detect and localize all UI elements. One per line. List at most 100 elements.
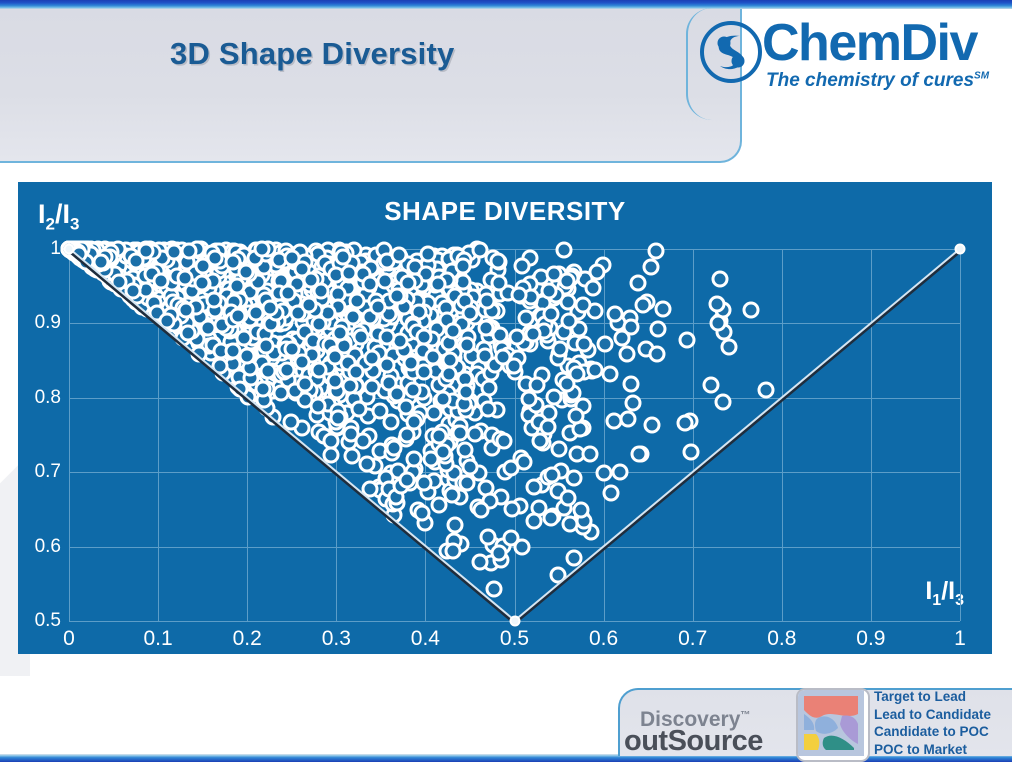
chart-x-axis-label: I1/I3	[925, 577, 964, 610]
brand-tagline-mark: SM	[974, 70, 990, 82]
scatter-point	[490, 274, 508, 292]
scatter-point	[574, 296, 592, 314]
scatter-point	[444, 322, 462, 340]
scatter-point	[415, 328, 433, 346]
x-gridline	[781, 249, 783, 621]
scatter-point	[624, 394, 642, 412]
scatter-point	[224, 342, 242, 360]
scatter-point	[193, 274, 211, 292]
scatter-point	[378, 328, 396, 346]
scatter-point	[388, 385, 406, 403]
x-axis-label-sub2: 3	[955, 592, 964, 609]
scatter-point	[479, 400, 497, 418]
scatter-point	[595, 464, 613, 482]
brand-tagline-text: The chemistry of cures	[766, 70, 975, 91]
scatter-point	[551, 340, 569, 358]
scatter-point	[350, 400, 368, 418]
logo-notch-divider	[686, 8, 748, 120]
vertex-marker-sphere	[954, 243, 966, 255]
x-axis-tick-label: 0.1	[143, 627, 173, 650]
x-gridline	[603, 249, 605, 621]
vertex-marker-disc	[509, 615, 520, 627]
scatter-point	[584, 279, 602, 297]
scatter-point	[711, 270, 729, 288]
scatter-point	[415, 363, 433, 380]
scatter-point	[649, 320, 667, 338]
scatter-point	[524, 325, 542, 343]
scatter-point	[682, 443, 700, 461]
scatter-point	[278, 361, 296, 379]
x-axis-tick-label: 0.5	[499, 627, 530, 650]
scatter-point	[424, 348, 442, 366]
scatter-point	[565, 469, 583, 487]
scatter-point	[371, 402, 389, 420]
scatter-point	[369, 298, 387, 316]
y-axis-tick-label: 0.9	[34, 312, 61, 334]
services-list: Target to Lead Lead to Candidate Candida…	[874, 688, 991, 758]
scatter-point	[634, 296, 652, 314]
scatter-point	[490, 544, 508, 562]
scatter-point	[540, 282, 558, 300]
scatter-point	[581, 445, 599, 463]
x-gridline	[870, 249, 872, 621]
scatter-point	[354, 432, 372, 450]
y-gridline	[69, 323, 960, 325]
scatter-point	[399, 274, 417, 292]
scatter-point	[385, 439, 403, 457]
scatter-point	[363, 378, 381, 396]
y-axis-tick-label: 0.6	[34, 535, 61, 557]
scatter-point	[300, 296, 318, 314]
scatter-point	[309, 397, 327, 415]
scatter-point	[676, 414, 694, 432]
scatter-point	[434, 390, 452, 408]
x-axis-tick-label: 1	[954, 627, 966, 650]
scatter-point	[224, 253, 242, 271]
scatter-point	[358, 455, 376, 473]
scatter-point	[702, 376, 720, 394]
scatter-point	[461, 304, 479, 322]
scatter-point	[293, 260, 311, 278]
bottom-accent-bar	[0, 754, 1012, 762]
scatter-point	[388, 287, 406, 305]
x-axis-tick-label: 0.3	[321, 627, 351, 650]
scatter-point	[539, 418, 557, 436]
scatter-point	[259, 362, 277, 380]
scatter-point	[199, 319, 217, 337]
top-accent-bar	[0, 0, 1012, 9]
y-axis-label-sub1: 2	[45, 214, 55, 234]
scatter-point	[678, 331, 696, 349]
outsource-label: outSource	[624, 725, 763, 757]
y-axis-tick-label: 0.5	[34, 610, 61, 631]
scatter-point	[611, 463, 629, 481]
chemdiv-logo: ChemDiv The chemistry of curesSM	[686, 8, 1012, 120]
scatter-point	[654, 300, 672, 318]
scatter-point	[458, 336, 476, 354]
scatter-point	[709, 314, 727, 332]
scatter-plot-area: 0 0.1 0.2 0.3 0.4 0.5 0.6 0.7 0.8 0.9 1 0.5 0.6 0.7 0.…	[35, 238, 966, 650]
scatter-point	[545, 388, 563, 406]
scatter-point	[543, 466, 561, 484]
scatter-point	[446, 516, 464, 534]
scatter-point	[549, 566, 567, 584]
scatter-point	[502, 459, 520, 477]
scatter-point	[398, 471, 416, 489]
scatter-point	[454, 257, 472, 275]
x-gridline	[69, 249, 70, 621]
brand-name: ChemDiv	[762, 14, 978, 72]
x-axis-tick-label: 0.9	[856, 627, 886, 650]
scatter-point	[494, 348, 512, 366]
scatter-point	[376, 272, 394, 290]
scatter-point	[618, 345, 636, 363]
scatter-point	[434, 443, 452, 461]
scatter-point	[176, 269, 194, 287]
scatter-point	[601, 365, 619, 383]
service-item: POC to Market	[874, 741, 968, 757]
scatter-point	[517, 309, 535, 327]
scatter-point	[343, 447, 361, 465]
scatter-point	[329, 409, 347, 427]
scatter-point	[322, 432, 340, 450]
header-plaque	[0, 9, 742, 163]
service-item: Candidate to POC	[874, 724, 989, 740]
chemdiv-swirl-icon	[700, 21, 762, 83]
scatter-point	[479, 528, 497, 546]
